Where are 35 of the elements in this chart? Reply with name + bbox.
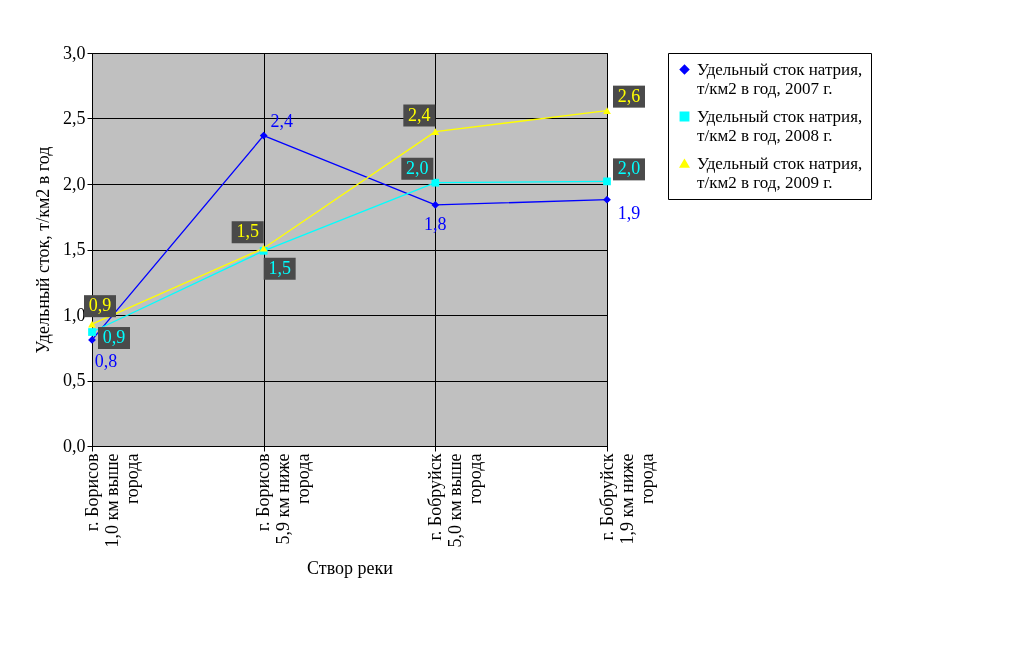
y-tick-label: 1,5 [63,239,86,259]
point [431,201,440,209]
x-tick-label: г. Борисов 5,9 км ниже города [253,453,314,545]
x-tick-label: г. Борисов 1,0 км выше города [81,453,142,548]
point [603,177,611,186]
data-label: 2,4 [408,104,431,125]
y-axis-title: Удельный сток, т/км2 в год [33,146,53,354]
data-label: 0,9 [102,327,126,348]
data-label: 0,8 [94,350,118,371]
x-axis-title: Створ реки [307,557,394,578]
legend-label: Удельный сток натрия, т/км2 в год, 2007 г. [697,59,863,98]
y-tick-label: 2,0 [63,173,86,194]
y-tick-label: 2,5 [63,108,86,128]
x-tick-label: г. Бобруйск 1,9 км ниже города [596,453,657,545]
point [88,328,96,336]
y-tick-label: 3,0 [63,42,86,63]
point [431,128,440,135]
point [431,178,440,187]
point [603,107,611,114]
legend-label: Удельный сток натрия, т/км2 в год, 2008 г. [697,106,863,145]
point [88,320,96,328]
point [259,131,268,140]
data-label: 2,0 [406,157,429,178]
point [603,195,611,204]
data-label: 2,0 [617,158,641,179]
y-tick-label: 0,5 [63,370,86,390]
point [88,336,96,344]
data-label: 2,6 [617,85,641,106]
data-label: 1,5 [236,221,259,242]
data-label: 1,5 [268,257,291,278]
legend-label: Удельный сток натрия, т/км2 в год, 2009 г. [697,153,863,192]
data-label: 0,9 [88,295,112,316]
data-label: 1,9 [617,202,641,223]
y-tick-label: 0,0 [63,435,86,456]
x-tick-label: г. Бобруйск 5,0 км выше города [424,453,485,548]
